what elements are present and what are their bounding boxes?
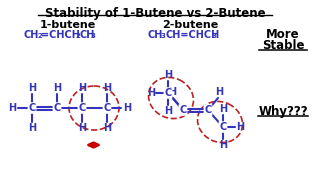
Text: H: H	[103, 83, 111, 93]
Text: H: H	[123, 103, 131, 113]
Text: H: H	[164, 106, 172, 116]
Text: C: C	[180, 105, 187, 115]
Text: H: H	[147, 88, 155, 98]
Text: C: C	[28, 103, 36, 113]
Text: H: H	[103, 123, 111, 133]
Text: H: H	[78, 123, 86, 133]
Text: 3: 3	[161, 33, 166, 39]
Text: H: H	[164, 70, 172, 80]
Text: C: C	[53, 103, 60, 113]
Text: CH: CH	[79, 30, 94, 40]
Text: H: H	[236, 122, 244, 132]
Text: C: C	[164, 88, 172, 98]
Text: C: C	[78, 103, 86, 113]
Text: 1-butene: 1-butene	[40, 20, 96, 30]
Text: H: H	[28, 83, 36, 93]
Text: C: C	[103, 103, 111, 113]
Text: CH: CH	[148, 30, 164, 40]
Text: C: C	[220, 122, 227, 132]
Text: Stable: Stable	[262, 39, 304, 52]
Text: H: H	[219, 104, 227, 114]
Text: 2-butene: 2-butene	[162, 20, 218, 30]
Text: CH: CH	[24, 30, 39, 40]
Text: 3: 3	[91, 33, 96, 39]
Text: H: H	[168, 87, 176, 97]
Text: 2: 2	[37, 33, 42, 39]
Text: 3: 3	[212, 33, 217, 39]
Text: H: H	[8, 103, 16, 113]
Text: Why???: Why???	[258, 105, 308, 118]
Text: H: H	[215, 87, 223, 97]
Text: Stability of 1-Butene vs 2-Butene: Stability of 1-Butene vs 2-Butene	[45, 7, 265, 20]
Text: CH=CHCH: CH=CHCH	[165, 30, 219, 40]
Text: H: H	[219, 140, 227, 150]
Text: =CHCH: =CHCH	[41, 30, 80, 40]
Text: H: H	[28, 123, 36, 133]
Text: More: More	[266, 28, 300, 41]
Text: 2: 2	[75, 33, 80, 39]
Text: H: H	[78, 83, 86, 93]
Text: C: C	[204, 105, 212, 115]
Text: H: H	[53, 83, 61, 93]
